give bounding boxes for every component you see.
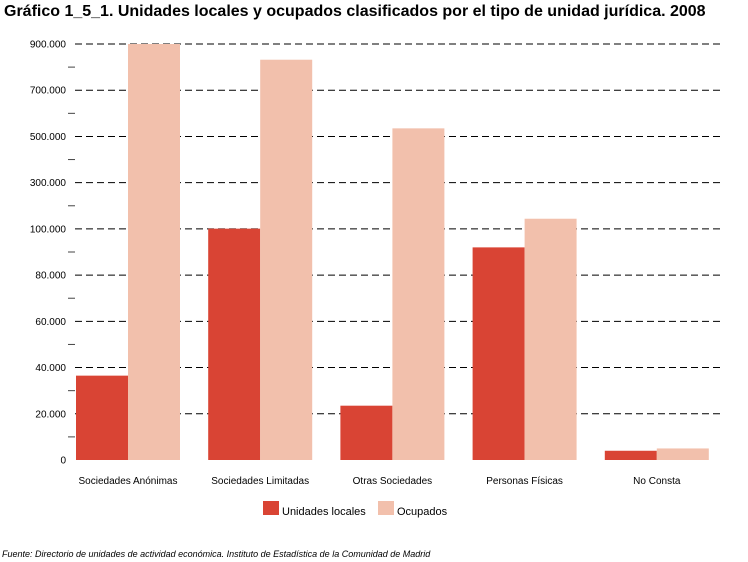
y-tick-label: 900.000 — [30, 40, 67, 51]
y-tick-label: 0 — [60, 456, 66, 467]
x-axis-labels: Sociedades Anónimas Sociedades Limitadas O… — [79, 476, 681, 487]
source-note: Fuente: Directorio de unidades de activi… — [2, 549, 431, 559]
legend: Unidades locales Ocupados — [263, 501, 448, 518]
bar — [260, 59, 313, 461]
x-tick-label: No Consta — [633, 476, 681, 487]
bar — [208, 228, 261, 460]
y-axis-ticks: 0 20.000 40.000 60.000 80.000 100.000 300.000 5… — [30, 40, 75, 467]
chart-title: Gráfico 1_5_1. Unidades locales y ocupad… — [4, 3, 706, 20]
bar — [524, 218, 577, 460]
y-tick-label: 700.000 — [30, 86, 67, 97]
bar — [656, 448, 709, 460]
legend-swatch — [378, 501, 394, 515]
x-tick-label: Otras Sociedades — [353, 476, 433, 487]
legend-swatch — [263, 501, 279, 515]
y-tick-label: 20.000 — [35, 409, 66, 420]
bar — [340, 405, 393, 460]
bar — [392, 128, 445, 460]
bar — [76, 375, 128, 460]
bar — [128, 44, 180, 460]
x-tick-label: Personas Físicas — [486, 476, 563, 487]
bar — [472, 247, 525, 460]
y-tick-label: 60.000 — [35, 317, 66, 328]
x-tick-label: Sociedades Limitadas — [211, 476, 309, 487]
legend-label: Ocupados — [397, 506, 448, 518]
x-tick-label: Sociedades Anónimas — [79, 476, 178, 487]
y-tick-label: 100.000 — [30, 224, 67, 235]
y-tick-label: 40.000 — [35, 363, 66, 374]
y-tick-label: 300.000 — [30, 178, 67, 189]
y-tick-label: 80.000 — [35, 271, 66, 282]
bars — [76, 44, 709, 461]
bar — [604, 450, 657, 460]
y-tick-label: 500.000 — [30, 132, 67, 143]
legend-label: Unidades locales — [282, 506, 366, 518]
